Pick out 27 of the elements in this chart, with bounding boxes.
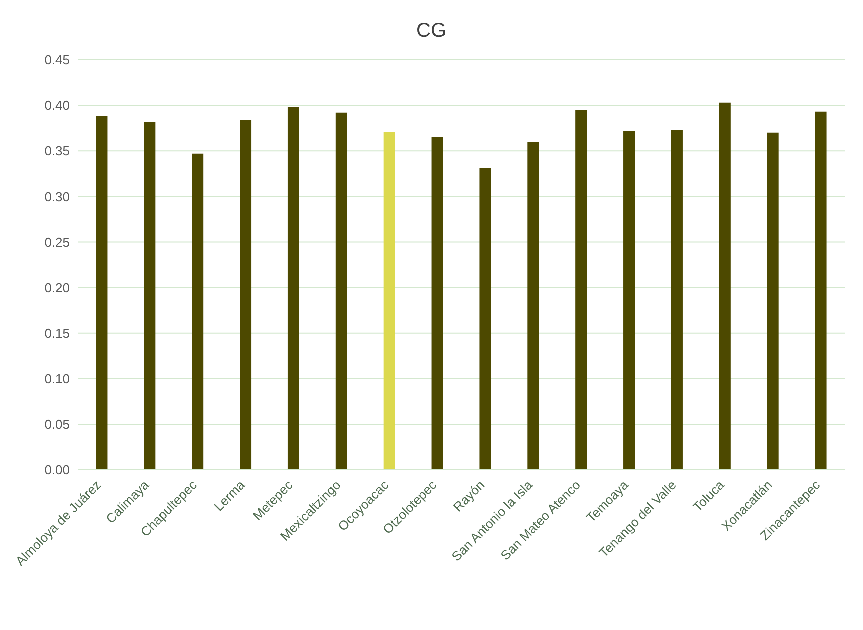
- bar: [624, 131, 636, 470]
- y-tick-label: 0.40: [44, 98, 70, 114]
- y-tick-label: 0.00: [44, 462, 70, 478]
- bar: [432, 137, 444, 470]
- bar: [144, 122, 156, 470]
- y-tick-label: 0.25: [44, 234, 70, 250]
- y-tick-label: 0.30: [44, 189, 70, 204]
- bar: [384, 132, 396, 470]
- y-tick-label: 0.35: [44, 144, 70, 159]
- chart-title: CG: [416, 20, 448, 44]
- bar: [288, 107, 300, 470]
- bar: [671, 130, 683, 470]
- y-tick-label: 0.10: [44, 372, 70, 387]
- y-tick-label: 0.05: [44, 417, 70, 432]
- bar: [528, 142, 540, 470]
- bar: [815, 112, 827, 470]
- y-tick-label: 0.45: [44, 52, 70, 68]
- bar: [576, 110, 588, 470]
- y-tick-label: 0.15: [44, 326, 70, 341]
- bar: [767, 132, 779, 470]
- bar: [480, 168, 492, 470]
- bar: [719, 102, 731, 470]
- y-tick-label: 0.20: [44, 280, 70, 296]
- bar: [336, 112, 348, 470]
- bar: [96, 116, 108, 470]
- bar: [240, 120, 252, 470]
- bar: [192, 154, 204, 470]
